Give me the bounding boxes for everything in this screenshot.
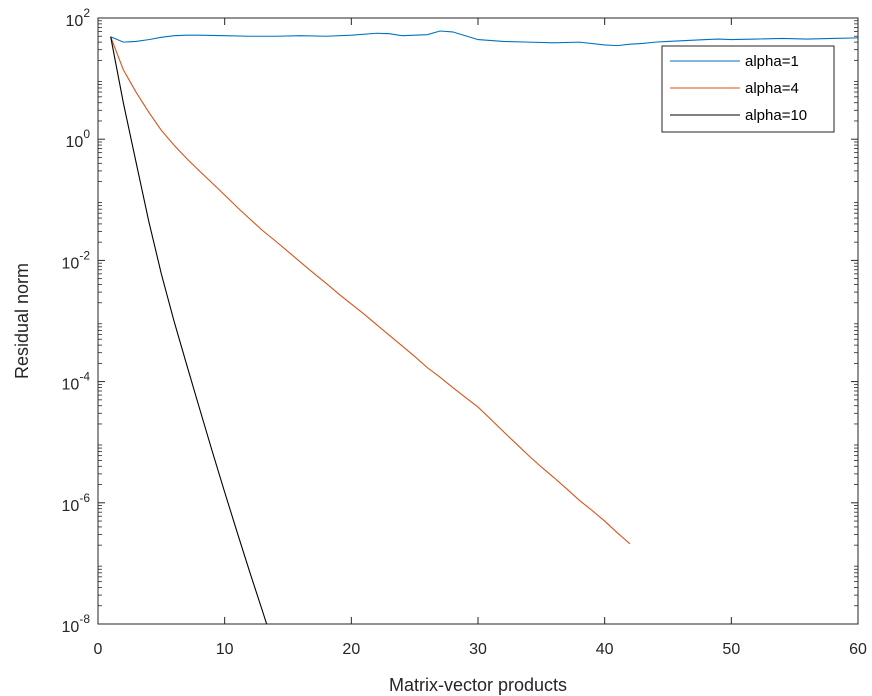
y-tick-label: 100	[66, 127, 91, 151]
y-tick-label: 10-8	[62, 612, 91, 636]
y-tick-label: 10-6	[62, 491, 91, 515]
x-tick-label: 60	[849, 641, 867, 658]
legend-label: alpha=1	[745, 53, 799, 70]
x-tick-label: 10	[216, 641, 234, 658]
x-tick-label: 40	[596, 641, 614, 658]
x-tick-label: 50	[722, 641, 740, 658]
series-line-1	[110, 30, 858, 47]
x-tick-label: 30	[469, 641, 487, 658]
y-axis-label: Residual norm	[12, 263, 32, 379]
legend: alpha=1 alpha=4 alpha=10	[661, 45, 835, 133]
x-tick-label: 20	[342, 641, 360, 658]
series-layer	[110, 30, 858, 624]
axes-layer: 0 10 20 30 40 50 60 10-8 10-6 10-4 10-2 100 102	[62, 6, 867, 658]
y-tick-label: 10-2	[62, 248, 91, 272]
y-tick-label: 102	[66, 6, 91, 30]
series-line-3	[110, 36, 268, 624]
series-line-2	[110, 36, 631, 545]
legend-label: alpha=10	[745, 107, 807, 124]
legend-label: alpha=4	[745, 80, 799, 97]
x-axis-label: Matrix-vector products	[389, 675, 567, 695]
legend-box	[661, 45, 835, 133]
y-tick-label: 10-4	[62, 370, 91, 394]
x-tick-label: 0	[94, 641, 103, 658]
